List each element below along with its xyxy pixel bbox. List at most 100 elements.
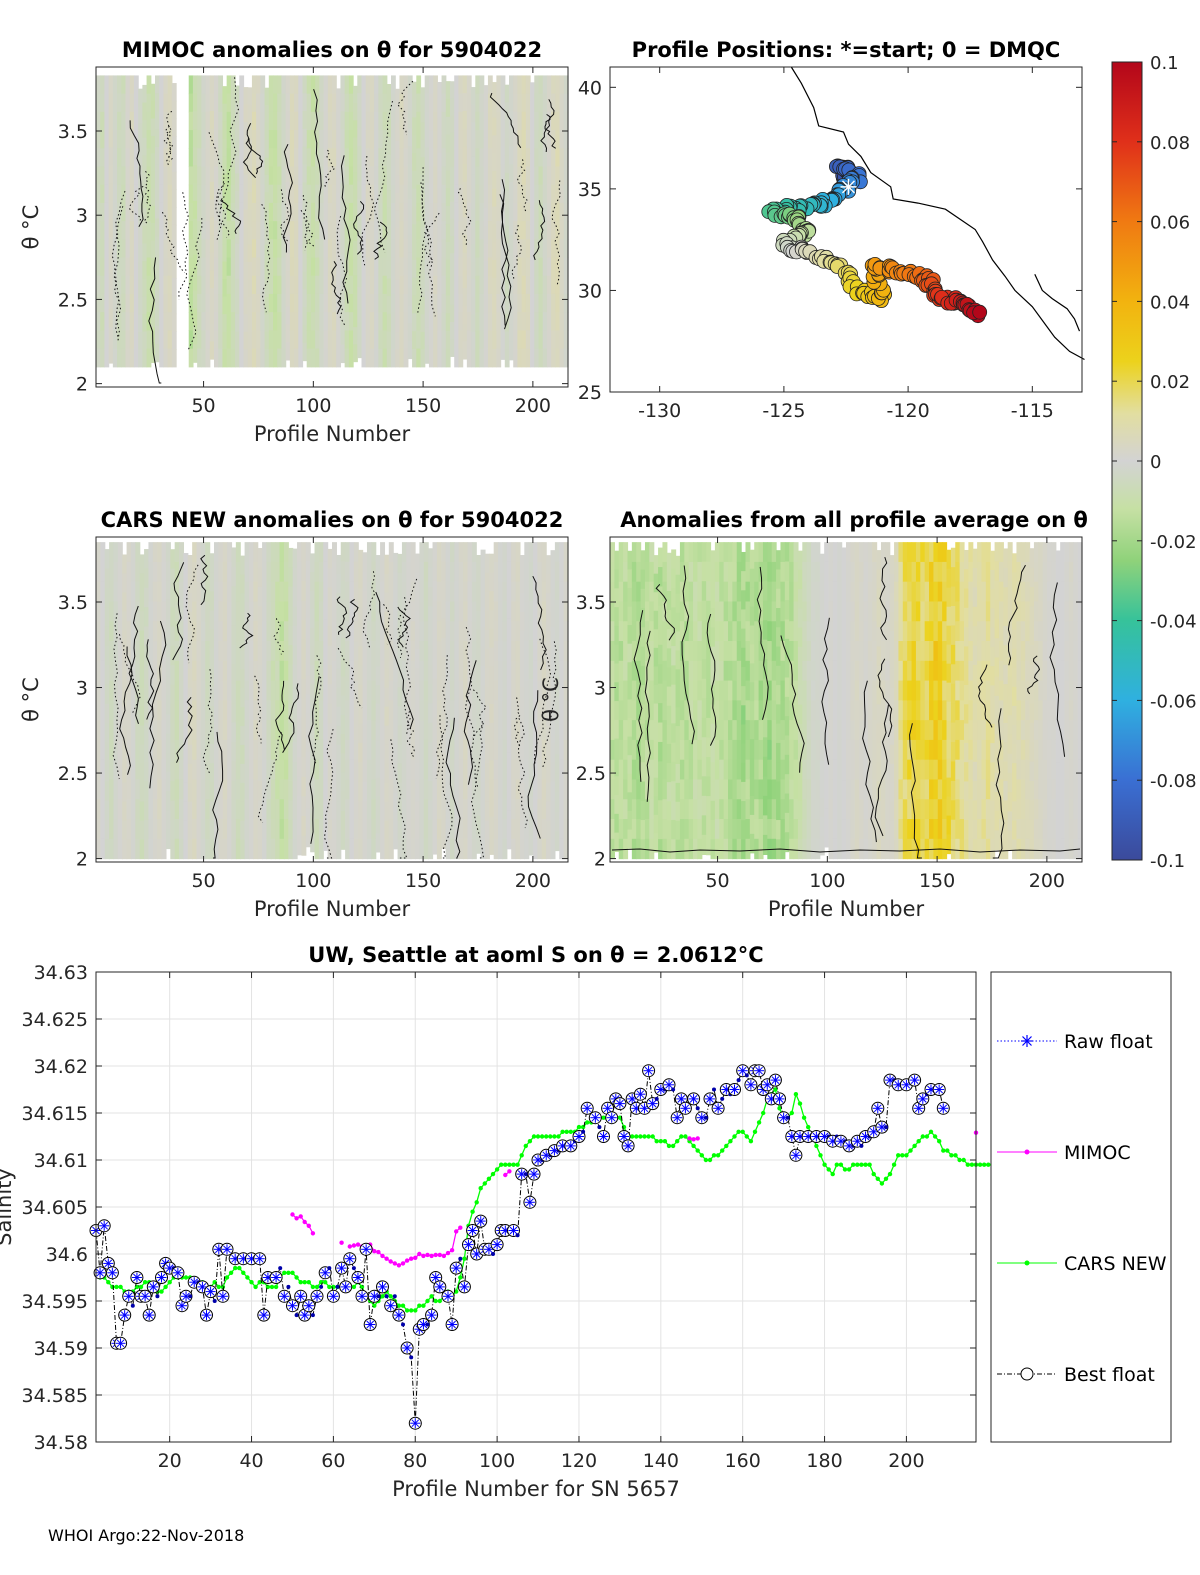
heat-cell — [161, 799, 167, 820]
heat-cell — [509, 235, 514, 254]
heat-cell — [924, 779, 930, 800]
heat-cell — [125, 93, 131, 113]
heat-cell — [806, 799, 812, 820]
heat-cell — [649, 680, 655, 701]
heat-cell — [138, 106, 143, 125]
heat-cell — [521, 166, 527, 186]
heat-cell — [623, 621, 629, 642]
heat-cell — [675, 631, 681, 652]
heat-cell — [937, 601, 943, 622]
heat-cell — [201, 221, 207, 240]
heat-cell — [357, 269, 363, 288]
heat-cell — [353, 700, 359, 721]
heat-cell — [264, 297, 270, 316]
heat-cell — [454, 739, 460, 761]
heat-cell — [323, 293, 329, 313]
heat-cell — [445, 641, 451, 662]
heat-cell — [192, 272, 198, 292]
heat-cell — [811, 739, 817, 761]
contour-line — [489, 92, 522, 149]
heat-cell — [345, 779, 351, 800]
heat-cell — [479, 330, 485, 350]
heat-cell — [872, 581, 878, 603]
heat-cell — [200, 581, 206, 603]
heat-cell — [380, 700, 386, 721]
heat-cell — [374, 330, 379, 350]
heat-cell — [666, 667, 672, 688]
heat-cell — [701, 756, 707, 777]
heat-cell — [454, 93, 460, 113]
contour-line — [375, 591, 414, 730]
heat-cell — [458, 581, 464, 603]
heat-cell — [349, 739, 355, 761]
heat-cell — [209, 181, 215, 201]
heat-cell — [243, 279, 249, 298]
heat-cell — [256, 348, 261, 368]
heat-cell — [218, 166, 224, 186]
heat-cell — [924, 561, 930, 583]
heat-cell — [964, 569, 969, 590]
heat-cell — [428, 587, 434, 608]
heat-cell — [319, 330, 325, 350]
heat-cell — [889, 630, 895, 651]
heat-cell — [433, 148, 438, 168]
heat-cell — [533, 561, 539, 583]
heat-cell — [496, 312, 502, 331]
heat-cell — [754, 581, 760, 603]
heat-cell — [264, 209, 270, 228]
heat-cell — [889, 763, 895, 784]
heat-cell — [401, 720, 407, 741]
heat-cell — [129, 184, 135, 204]
heat-cell — [436, 680, 442, 701]
heat-cell — [292, 722, 298, 743]
heat-cell — [222, 244, 228, 263]
heat-cell — [336, 157, 342, 176]
heat-cell — [666, 705, 672, 726]
heat-cell — [388, 601, 394, 622]
heat-cell — [314, 601, 320, 622]
heat-cell — [96, 838, 101, 860]
heat-cell — [471, 349, 476, 368]
heat-cell — [301, 581, 307, 602]
heat-cell — [117, 819, 123, 840]
heat-cell — [867, 819, 873, 840]
heat-cell — [872, 759, 878, 781]
heat-cell — [688, 641, 694, 662]
heat-cell — [253, 720, 259, 741]
heat-cell — [424, 345, 430, 364]
heat-cell — [537, 561, 543, 583]
contour-line — [273, 618, 285, 655]
heat-cell — [428, 722, 434, 743]
heat-cell — [251, 312, 257, 331]
heat-cell — [126, 838, 132, 860]
heat-cell — [441, 790, 447, 811]
heat-cell — [222, 819, 228, 840]
heat-cell — [268, 257, 274, 277]
heat-cell — [283, 838, 289, 860]
heat-cell — [723, 641, 729, 662]
heat-cell — [361, 239, 367, 259]
heat-cell — [294, 75, 299, 95]
heat-cell — [424, 183, 430, 202]
heat-cell — [484, 744, 490, 764]
heat-cell — [292, 664, 298, 685]
heat-cell — [850, 838, 856, 860]
heat-cell — [480, 684, 486, 705]
heat-cell — [462, 341, 468, 360]
heat-cell — [902, 799, 908, 820]
heat-cell — [732, 779, 738, 800]
heat-cell — [298, 202, 304, 222]
heat-cell — [362, 686, 368, 707]
heat-cell — [538, 111, 544, 131]
heat-cell — [279, 660, 285, 682]
heat-cell — [719, 680, 725, 701]
heat-cell — [428, 184, 434, 204]
heat-cell — [205, 700, 211, 721]
heat-cell — [423, 799, 429, 820]
heat-cell — [375, 740, 381, 760]
heat-cell — [850, 739, 856, 761]
heat-cell — [489, 835, 495, 855]
heat-cell — [476, 704, 482, 724]
heat-cell — [977, 799, 983, 820]
heat-cell — [519, 839, 525, 860]
